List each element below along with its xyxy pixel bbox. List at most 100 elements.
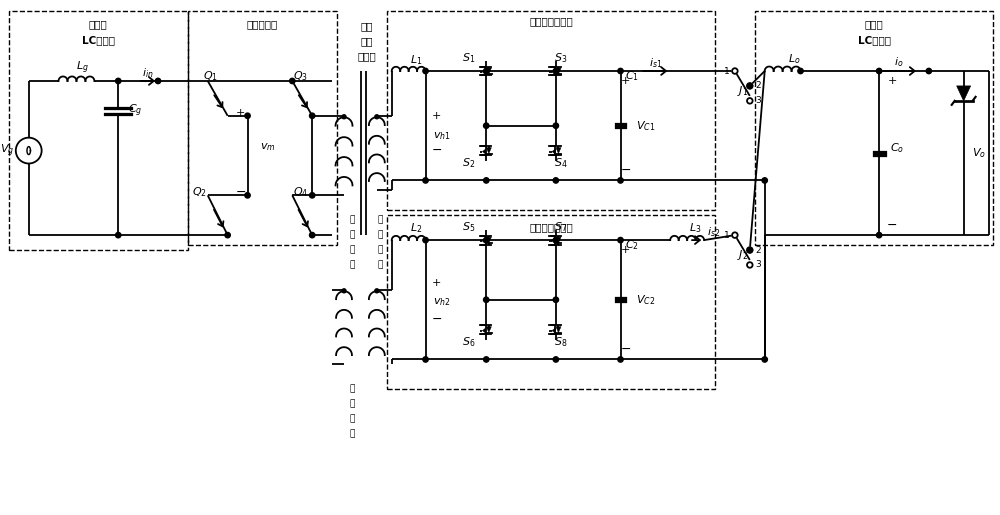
Text: $Q_2$: $Q_2$ [192, 185, 207, 199]
Circle shape [762, 178, 767, 183]
Circle shape [423, 237, 428, 243]
Circle shape [926, 68, 932, 74]
Text: 第一桥式变换器: 第一桥式变换器 [529, 16, 573, 26]
Text: −: − [620, 164, 631, 177]
Circle shape [553, 68, 559, 74]
Text: $C_o$: $C_o$ [890, 141, 904, 155]
Circle shape [116, 232, 121, 238]
Circle shape [747, 98, 753, 104]
Circle shape [876, 232, 882, 238]
Circle shape [876, 68, 882, 74]
Circle shape [423, 357, 428, 362]
Circle shape [309, 113, 315, 118]
Circle shape [484, 178, 489, 183]
Text: 三: 三 [349, 400, 355, 409]
Circle shape [618, 237, 623, 243]
Text: $S_1$: $S_1$ [462, 51, 475, 65]
Circle shape [732, 68, 738, 74]
Text: +: + [621, 76, 630, 86]
Circle shape [553, 123, 559, 128]
Text: $S_6$: $S_6$ [462, 336, 475, 350]
Circle shape [484, 357, 489, 362]
Bar [9, 11, 188, 250]
Polygon shape [556, 237, 561, 243]
Text: +: + [432, 111, 441, 121]
Text: $S_5$: $S_5$ [462, 220, 475, 234]
Circle shape [618, 178, 623, 183]
Text: $Q_4$: $Q_4$ [293, 185, 308, 199]
Circle shape [484, 123, 489, 128]
Circle shape [245, 113, 250, 118]
Circle shape [553, 357, 559, 362]
Text: LC滤波器: LC滤波器 [858, 35, 891, 45]
Circle shape [116, 78, 121, 83]
Circle shape [553, 178, 559, 183]
Text: 变压器: 变压器 [358, 51, 376, 61]
Text: $V_o$: $V_o$ [972, 146, 986, 160]
Text: 组: 组 [377, 261, 382, 269]
Text: 隔离: 隔离 [361, 36, 373, 46]
Polygon shape [482, 238, 486, 244]
Polygon shape [486, 237, 491, 243]
Text: 组: 组 [349, 261, 355, 269]
Circle shape [747, 262, 753, 268]
Text: $L_o$: $L_o$ [788, 52, 801, 66]
Text: $i_{in}$: $i_{in}$ [142, 66, 154, 80]
Text: 组: 组 [349, 430, 355, 439]
Polygon shape [486, 327, 491, 333]
Text: $i_{s1}$: $i_{s1}$ [649, 56, 662, 70]
Polygon shape [482, 70, 486, 75]
Text: +: + [887, 76, 897, 86]
Circle shape [747, 83, 752, 89]
Circle shape [762, 357, 767, 362]
Circle shape [747, 83, 753, 89]
Circle shape [309, 232, 315, 238]
Circle shape [375, 115, 379, 119]
Text: $i_{s2}$: $i_{s2}$ [707, 225, 721, 239]
Circle shape [423, 68, 428, 74]
Circle shape [155, 78, 161, 83]
Text: 3: 3 [756, 261, 762, 269]
Text: 交流侧: 交流侧 [89, 19, 108, 29]
Text: $S_8$: $S_8$ [554, 336, 568, 350]
Text: 绕: 绕 [349, 415, 355, 424]
Polygon shape [482, 149, 486, 154]
Text: $S_3$: $S_3$ [554, 51, 567, 65]
Text: $L_1$: $L_1$ [410, 53, 423, 67]
Circle shape [245, 193, 250, 198]
Text: 一: 一 [349, 231, 355, 239]
Polygon shape [552, 238, 555, 244]
Polygon shape [482, 328, 486, 333]
Bar [755, 11, 993, 245]
Text: 3: 3 [756, 96, 762, 106]
Polygon shape [556, 327, 561, 333]
Text: +: + [432, 278, 441, 288]
Circle shape [732, 232, 738, 238]
Circle shape [553, 297, 559, 302]
Text: +: + [236, 108, 245, 118]
Bar [387, 215, 715, 389]
Polygon shape [552, 149, 555, 154]
Circle shape [484, 297, 489, 302]
Text: 直流侧: 直流侧 [865, 19, 884, 29]
Text: $C_g$: $C_g$ [128, 102, 142, 119]
Circle shape [553, 237, 559, 243]
Polygon shape [486, 68, 491, 74]
Circle shape [290, 78, 295, 83]
Text: $S_2$: $S_2$ [462, 157, 475, 170]
Text: $V_g$: $V_g$ [0, 142, 14, 159]
Text: −: − [431, 313, 442, 326]
Text: −: − [620, 343, 631, 356]
Polygon shape [552, 328, 555, 333]
Text: $V_{C2}$: $V_{C2}$ [636, 293, 655, 306]
Circle shape [342, 115, 346, 119]
Text: −: − [887, 219, 897, 232]
Text: +: + [621, 245, 630, 255]
Text: 绕: 绕 [377, 246, 382, 254]
Text: $C_2$: $C_2$ [625, 238, 639, 252]
Polygon shape [552, 70, 555, 75]
Text: $Q_3$: $Q_3$ [293, 69, 308, 83]
Text: $v_m$: $v_m$ [260, 142, 275, 153]
Text: $i_o$: $i_o$ [894, 55, 904, 69]
Text: $S_7$: $S_7$ [554, 220, 567, 234]
